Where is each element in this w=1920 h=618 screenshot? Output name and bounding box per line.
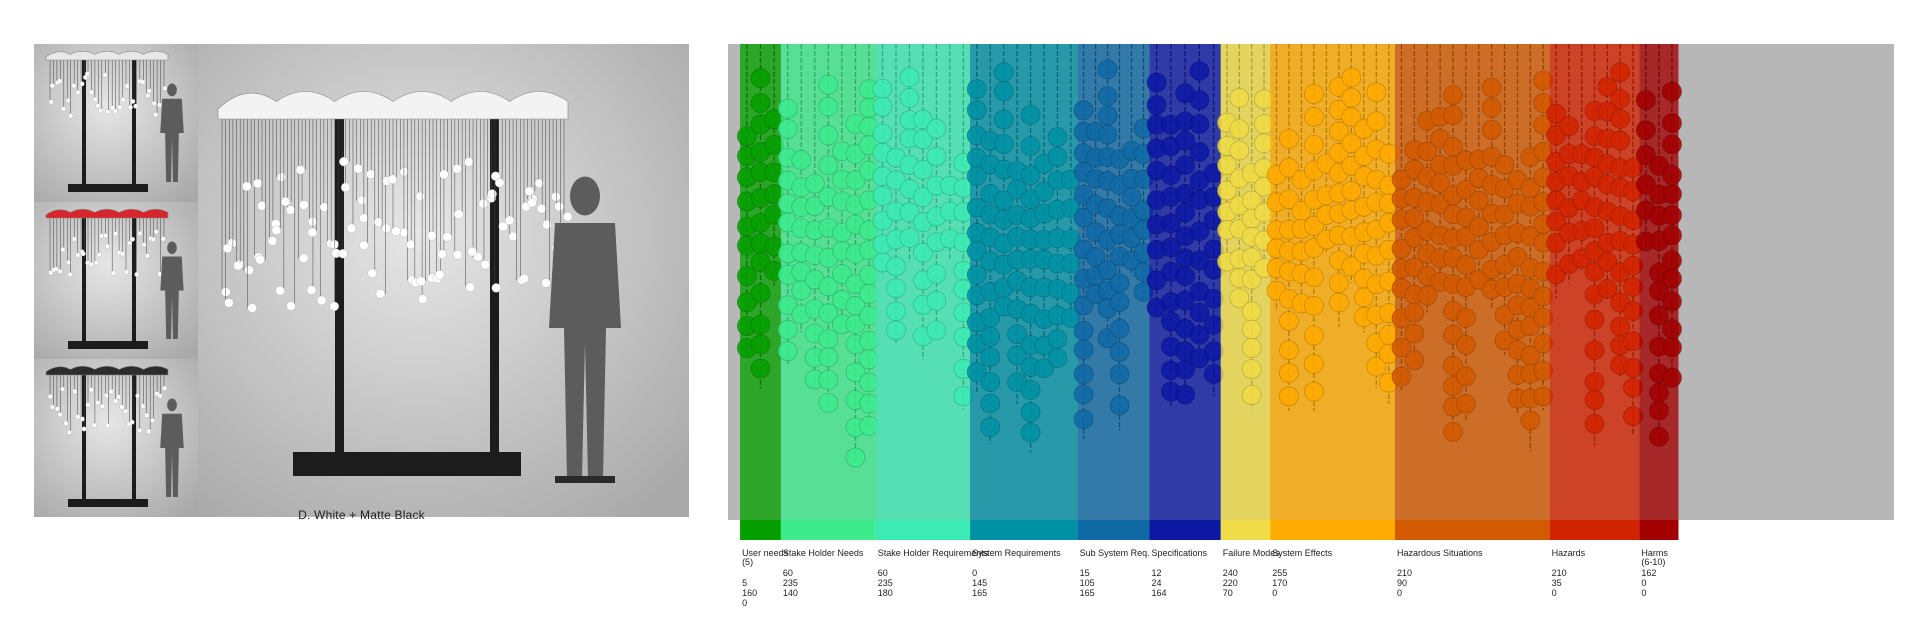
chart-column-stake-holder-requirements: [872, 44, 974, 540]
column-value-sub: (6-10): [1641, 557, 1666, 567]
human-silhouette: [549, 176, 621, 478]
human-silhouette: [160, 83, 184, 182]
column-value-extra: 0: [742, 598, 748, 608]
column-value-b: 180: [877, 588, 893, 598]
column-value-b: 164: [1151, 588, 1167, 598]
chart-column-failure-modes: [1217, 44, 1274, 540]
chart-column-user-needs: [737, 44, 784, 540]
chart-column-specifications: [1146, 44, 1224, 540]
column-value-r: 0: [972, 568, 978, 578]
column-label: Hazardous Situations: [1397, 548, 1483, 558]
column-value-b: 165: [972, 588, 988, 598]
column-value-b: 165: [1079, 588, 1095, 598]
column-label: Stake Holder Needs: [782, 548, 864, 558]
variant-caption: D. White + Matte Black: [298, 508, 425, 522]
column-value-b: 160: [742, 588, 758, 598]
chart-column-sub-system-req-: [1073, 44, 1154, 540]
sculpture: [45, 50, 169, 192]
column-label: Sub System Req.: [1079, 548, 1150, 558]
column-label: User needs: [742, 548, 789, 558]
column-label: Specifications: [1151, 548, 1207, 558]
human-silhouette: [160, 241, 184, 339]
chart-column-harms: [1636, 44, 1682, 540]
column-label: Failure Modes: [1222, 548, 1280, 558]
column-label: System Effects: [1272, 548, 1333, 558]
column-value-r: 12: [1151, 568, 1162, 578]
human-silhouette: [160, 398, 184, 497]
column-value-g: 105: [1079, 578, 1095, 588]
chart-column-hazards: [1546, 44, 1643, 540]
column-value-g: 35: [1551, 578, 1562, 588]
color-chart-panel: User needs (5) 5 160 0 Stake Holder Needs 60 23…: [728, 44, 1894, 618]
render-panel: [34, 44, 689, 517]
sculpture: [45, 208, 169, 349]
column-value-g: 90: [1397, 578, 1408, 588]
column-label: Harms: [1641, 548, 1668, 558]
column-value-b: 0: [1397, 588, 1403, 598]
column-value-r: 60: [877, 568, 888, 578]
column-value-g: 5: [742, 578, 748, 588]
chart-column-hazardous-situations: [1391, 44, 1554, 540]
thumbnail-black-variant[interactable]: [34, 359, 198, 517]
chart-column-stake-holder-needs: [777, 44, 879, 540]
chart-column-system-effects: [1266, 44, 1399, 540]
main-render-image: [198, 44, 689, 517]
column-value-r: 15: [1079, 568, 1090, 578]
column-label: Stake Holder Requirements: [877, 548, 989, 558]
column-value-g: 220: [1222, 578, 1238, 588]
hanging-spheres-color-chart: [728, 44, 1894, 540]
column-value-r: 210: [1551, 568, 1567, 578]
thumbnail-white-variant[interactable]: [34, 44, 198, 202]
column-label: System Requirements: [972, 548, 1061, 558]
column-value-r: 240: [1222, 568, 1238, 578]
column-value-b: 140: [782, 588, 798, 598]
column-value-r: 60: [782, 568, 793, 578]
column-value-b: 0: [1272, 588, 1278, 598]
column-value-b: 70: [1222, 588, 1233, 598]
column-label: Hazards: [1551, 548, 1586, 558]
column-value-b: 0: [1641, 588, 1647, 598]
chart-column-system-requirements: [966, 44, 1081, 540]
column-value-g: 145: [972, 578, 988, 588]
column-value-r: 162: [1641, 568, 1657, 578]
column-value-r: 210: [1397, 568, 1413, 578]
column-value-g: 170: [1272, 578, 1288, 588]
sculpture: [45, 365, 169, 507]
column-value-g: 235: [877, 578, 893, 588]
column-value-r: 255: [1272, 568, 1288, 578]
thumbnail-red-variant[interactable]: [34, 202, 198, 359]
sculpture: [217, 91, 573, 476]
column-value-g: 235: [782, 578, 798, 588]
column-value-g: 0: [1641, 578, 1647, 588]
column-value-b: 0: [1551, 588, 1557, 598]
column-value-sub: (5): [742, 557, 754, 567]
column-value-g: 24: [1151, 578, 1162, 588]
